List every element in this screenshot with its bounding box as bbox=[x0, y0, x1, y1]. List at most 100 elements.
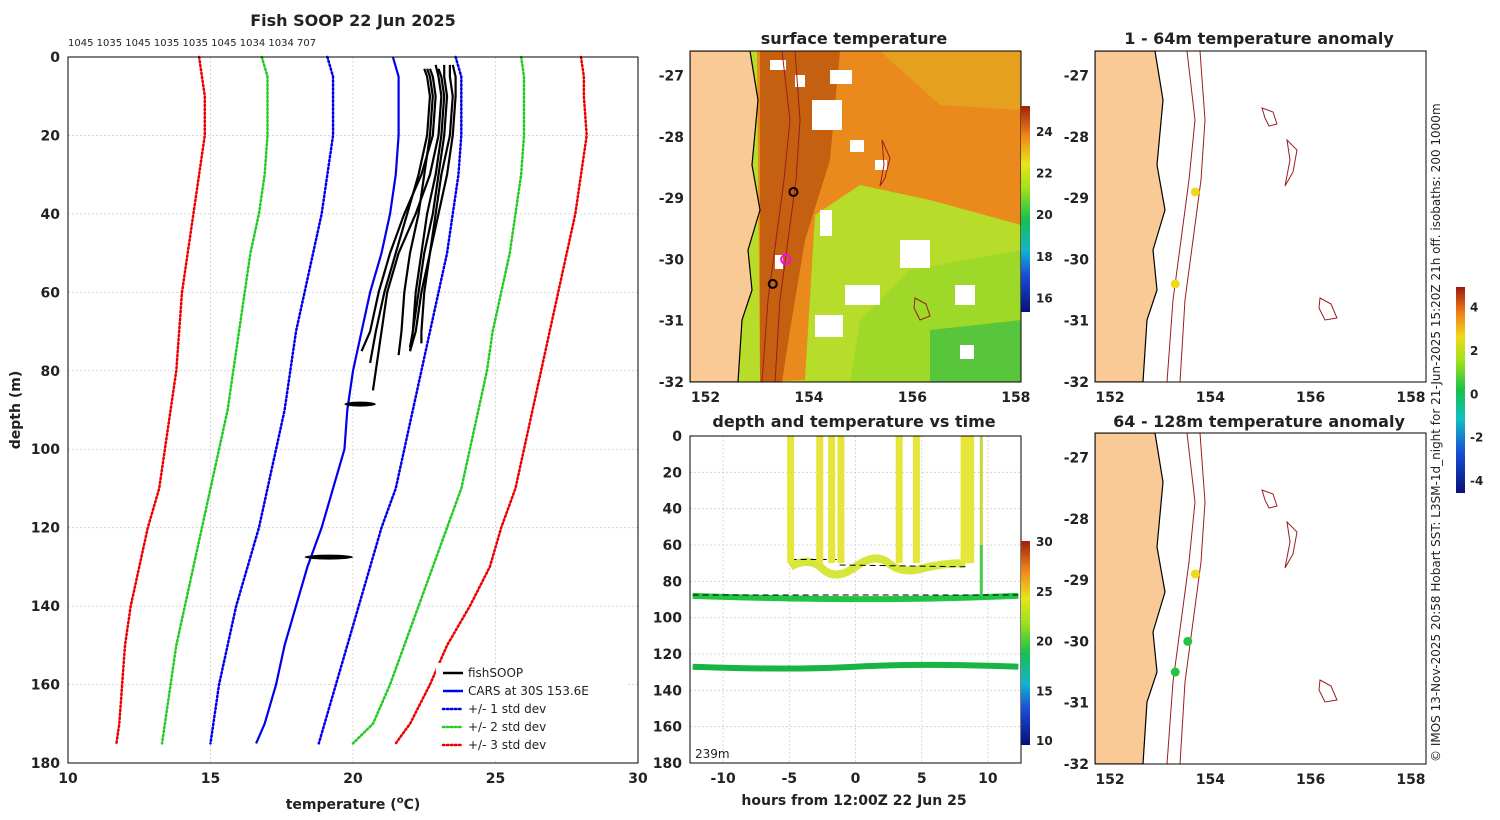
anom-point bbox=[1183, 636, 1193, 646]
cloud-gap bbox=[815, 315, 843, 337]
sst-marker-magenta bbox=[780, 253, 792, 265]
legend-label: fishSOOP bbox=[468, 666, 523, 680]
cloud-gap bbox=[812, 100, 842, 130]
sst-cloud-gaps bbox=[770, 60, 975, 359]
map-xtick: 154 bbox=[794, 390, 823, 406]
map-ytick: -27 bbox=[1064, 451, 1089, 467]
cloud-gap bbox=[775, 255, 783, 269]
sst-seamount bbox=[879, 139, 891, 187]
cars-minus3-line bbox=[115, 55, 207, 745]
fish-cast-line bbox=[420, 64, 454, 344]
cloud-gap bbox=[830, 70, 852, 84]
sst-green-patch bbox=[930, 320, 1021, 382]
depthtime-colorbar-ticks: 10 15 20 25 30 bbox=[1036, 535, 1053, 748]
anom1-frame bbox=[1094, 50, 1427, 383]
dt-ytick: 180 bbox=[653, 756, 682, 772]
sst-colorbar bbox=[1021, 106, 1030, 312]
profile-xtick: 25 bbox=[486, 771, 505, 787]
map-ytick: -29 bbox=[1064, 191, 1089, 207]
profile-xtick: 10 bbox=[58, 771, 78, 787]
anom-seamount bbox=[1261, 489, 1278, 509]
dt-ytick: 0 bbox=[672, 429, 682, 445]
anom-isobath-1000 bbox=[1179, 433, 1206, 764]
anom-point bbox=[1170, 667, 1180, 677]
dt-track-shallow bbox=[692, 592, 1019, 603]
profile-ytick: 80 bbox=[41, 364, 61, 380]
anom-seamount bbox=[1318, 297, 1338, 321]
cloud-gap bbox=[795, 75, 805, 87]
cars-plus3-line bbox=[394, 55, 588, 745]
profile-lines bbox=[115, 55, 588, 745]
xlabel-main: temperature ( bbox=[286, 797, 397, 813]
depthtime-title: depth and temperature vs time bbox=[712, 412, 995, 431]
map-ytick: -27 bbox=[659, 69, 684, 85]
profile-xtick: 15 bbox=[201, 771, 220, 787]
anom1-title: 1 - 64m temperature anomaly bbox=[1124, 29, 1394, 48]
map-xtick: 158 bbox=[1396, 390, 1425, 406]
anomaly-colorbar-ticks: 4 2 0 -2 -4 bbox=[1470, 301, 1483, 488]
sst-isobath-200 bbox=[761, 51, 791, 382]
sst-orange-north bbox=[880, 51, 1021, 110]
cars-mean-line bbox=[255, 56, 400, 744]
anom-cb-tick: 2 bbox=[1470, 344, 1478, 358]
legend-label: +/- 3 std dev bbox=[468, 738, 546, 752]
anom-seamount bbox=[1284, 138, 1298, 187]
profile-title: Fish SOOP 22 Jun 2025 bbox=[250, 11, 456, 30]
profile-ytick: 180 bbox=[31, 756, 60, 772]
anom-cb-tick: 4 bbox=[1470, 301, 1478, 315]
profile-ytick: 160 bbox=[31, 678, 60, 694]
xlabel-sup: o bbox=[397, 795, 404, 806]
map-ytick: -28 bbox=[1064, 130, 1089, 146]
profile-grid bbox=[67, 56, 639, 764]
dt-ytick: 80 bbox=[663, 574, 683, 590]
depthtime-data bbox=[692, 436, 1019, 672]
map-xtick: 156 bbox=[898, 390, 927, 406]
sst-cb-tick: 24 bbox=[1036, 125, 1053, 139]
dt-xtick: 10 bbox=[978, 771, 998, 787]
anom-seamount bbox=[1284, 520, 1298, 569]
xlabel-end: C) bbox=[404, 797, 421, 813]
cloud-gap bbox=[960, 345, 974, 359]
sst-cb-tick: 20 bbox=[1036, 208, 1053, 222]
anom-land bbox=[1095, 51, 1166, 382]
sst-marker-circle bbox=[767, 278, 778, 289]
cloud-gap bbox=[955, 285, 975, 305]
map-ytick: -32 bbox=[1064, 757, 1089, 773]
fish-cast-line bbox=[408, 68, 446, 348]
legend-box bbox=[436, 663, 626, 759]
map-xtick: 154 bbox=[1196, 390, 1225, 406]
sst-land bbox=[690, 51, 761, 382]
sst-markers bbox=[767, 186, 799, 289]
map-ytick: -27 bbox=[1064, 69, 1089, 85]
legend-label: +/- 1 std dev bbox=[468, 702, 546, 716]
anomaly-colorbar bbox=[1456, 287, 1465, 493]
dt-xtick: -10 bbox=[710, 771, 736, 787]
map-xtick: 154 bbox=[1196, 772, 1225, 788]
map-ytick: -29 bbox=[659, 191, 684, 207]
sst-isobath-1000 bbox=[774, 51, 801, 382]
dt-cb-tick: 30 bbox=[1036, 535, 1053, 549]
sst-cb-tick: 18 bbox=[1036, 250, 1053, 264]
anom-cb-tick: 0 bbox=[1470, 387, 1478, 401]
anom-seamount bbox=[1318, 679, 1338, 703]
dt-xtick: 5 bbox=[917, 771, 927, 787]
map-xtick: 152 bbox=[1095, 772, 1124, 788]
profile-xlabel: temperature (oC) bbox=[286, 795, 421, 813]
dt-xtick: -5 bbox=[782, 771, 798, 787]
profile-ytick: 100 bbox=[31, 442, 60, 458]
map-xtick: 152 bbox=[691, 390, 720, 406]
map-ytick: -32 bbox=[1064, 375, 1089, 391]
legend-label: +/- 2 std dev bbox=[468, 720, 546, 734]
profile-ytick: 40 bbox=[41, 207, 61, 223]
map-ytick: -31 bbox=[659, 314, 684, 330]
anom2-frame bbox=[1094, 432, 1427, 765]
depthtime-panel: depth and temperature vs time -10 -5 0 5 100… bbox=[653, 412, 1053, 809]
map-ytick: -28 bbox=[1064, 512, 1089, 528]
map-ytick: -28 bbox=[659, 130, 684, 146]
dt-cb-tick: 15 bbox=[1036, 684, 1053, 698]
map-ytick: -31 bbox=[1064, 314, 1089, 330]
anomaly-panel-1: 1 - 64m temperature anomaly 152 154 156 158… bbox=[1064, 29, 1427, 406]
dt-cb-tick: 10 bbox=[1036, 734, 1053, 748]
sst-marker-circle bbox=[788, 186, 799, 197]
